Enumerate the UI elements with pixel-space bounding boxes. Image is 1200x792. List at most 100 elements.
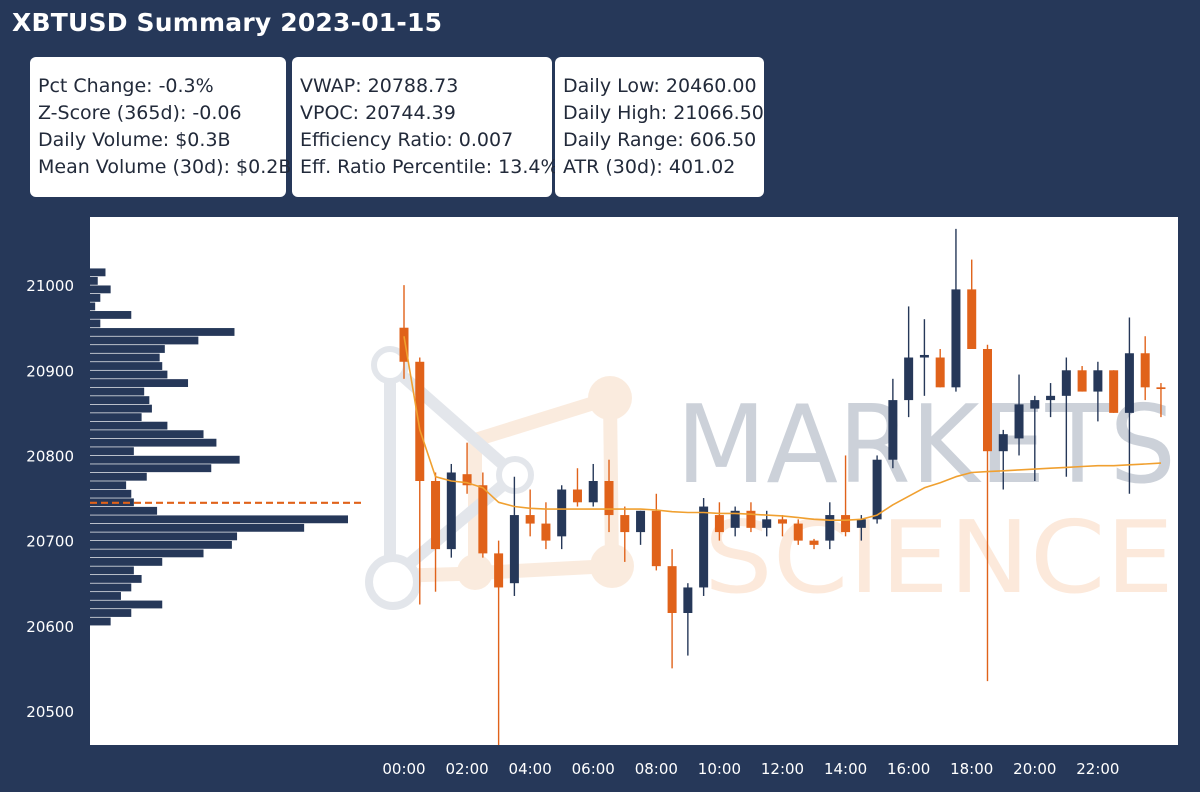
- y-tick-label: 20900: [26, 362, 74, 380]
- candlestick: [651, 493, 661, 571]
- candlestick: [667, 549, 677, 669]
- candlestick: [919, 319, 929, 396]
- stat-eff-ratio-percentile: Eff. Ratio Percentile: 13.4%: [300, 156, 559, 178]
- volume-profile-bar: [90, 557, 163, 566]
- candlestick: [888, 378, 898, 469]
- watermark-science: SCIENCE: [704, 499, 1174, 616]
- volume-profile-bar: [90, 404, 152, 413]
- volume-profile-bar: [90, 379, 189, 387]
- x-tick-label: 22:00: [1076, 760, 1119, 778]
- candlestick: [557, 485, 567, 550]
- candlestick: [525, 489, 535, 537]
- volume-profile-bar: [90, 268, 106, 277]
- x-tick-label: 08:00: [635, 760, 678, 778]
- volume-profile-bar: [90, 575, 142, 583]
- x-tick-label: 04:00: [509, 760, 552, 778]
- y-axis-ticks: 20500 20600 20700 20800 20900 21000: [26, 277, 74, 721]
- stat-daily-high: Daily High: 21066.50: [563, 102, 764, 124]
- volume-profile-bar: [90, 481, 127, 490]
- candlestick: [730, 506, 740, 537]
- volume-profile-bar: [90, 455, 240, 464]
- candlestick: [777, 515, 787, 537]
- y-tick-label: 20500: [26, 703, 74, 721]
- candlestick: [825, 502, 835, 550]
- x-tick-label: 06:00: [572, 760, 615, 778]
- volume-profile-bar: [90, 421, 168, 430]
- plot-background: [90, 217, 1178, 745]
- volume-profile-bar: [90, 293, 101, 302]
- candlestick: [620, 506, 630, 562]
- price-chart: MARKETS SCIENCE 20500 20600 20700 20800 2090…: [26, 217, 1178, 778]
- stat-daily-range: Daily Range: 606.50: [563, 129, 757, 151]
- chart-area: MARKETS SCIENCE 20500 20600 20700 20800 2090…: [0, 210, 1200, 788]
- candlestick: [636, 510, 646, 545]
- volume-profile-bar: [90, 549, 204, 558]
- volume-profile-bar: [90, 523, 305, 532]
- stats-box-vwap-vpoc: VWAP: 20788.73 VPOC: 20744.39 Efficiency…: [292, 57, 559, 197]
- candlestick: [1109, 370, 1119, 413]
- volume-profile-bar: [90, 387, 145, 396]
- volume-profile-bar: [90, 472, 147, 481]
- volume-profile-bar: [90, 362, 163, 370]
- candlestick: [1046, 383, 1056, 418]
- y-tick-label: 20600: [26, 618, 74, 636]
- candlestick: [572, 468, 582, 507]
- volume-profile-bar: [90, 276, 98, 285]
- stats-box-change-volume: Pct Change: -0.3% Z-Score (365d): -0.06 …: [30, 57, 291, 197]
- candlestick: [793, 519, 803, 545]
- volume-profile-bar: [90, 430, 204, 439]
- y-tick-label: 20700: [26, 533, 74, 551]
- volume-profile-bar: [90, 319, 101, 328]
- watermark-markets: MARKETS: [676, 383, 1176, 508]
- volume-profile-bar: [90, 464, 212, 473]
- candlestick: [998, 429, 1008, 490]
- page-title: XBTUSD Summary 2023-01-15: [12, 8, 443, 37]
- vwap-polyline: [403, 336, 1162, 522]
- volume-profile-bar: [90, 328, 235, 336]
- stat-z-score: Z-Score (365d): -0.06: [38, 102, 242, 124]
- volume-profile-bar: [90, 489, 132, 498]
- candlestick: [1093, 361, 1103, 422]
- candlestick: [809, 538, 819, 550]
- candlestick: [714, 502, 724, 541]
- markets-science-logo-icon: [365, 346, 634, 610]
- x-tick-label: 02:00: [445, 760, 488, 778]
- candlestick: [935, 349, 945, 388]
- candlestick: [904, 306, 914, 418]
- volume-profile-bar: [90, 353, 160, 362]
- stat-vwap: VWAP: 20788.73: [300, 75, 459, 97]
- candlestick: [951, 228, 961, 392]
- candlestick: [982, 344, 992, 682]
- stats-box-range: Daily Low: 20460.00 Daily High: 21066.50…: [555, 57, 764, 197]
- x-tick-label: 14:00: [824, 760, 867, 778]
- volume-profile-bar: [90, 438, 217, 447]
- candlestick: [588, 463, 598, 507]
- candlestick: [841, 455, 851, 537]
- x-tick-label: 00:00: [382, 760, 425, 778]
- candlesticks: [399, 228, 1166, 745]
- stat-efficiency-ratio: Efficiency Ratio: 0.007: [300, 129, 514, 151]
- candlestick: [415, 357, 425, 605]
- stat-atr: ATR (30d): 401.02: [563, 156, 736, 178]
- volume-profile-bar: [90, 540, 232, 549]
- volume-profile-bar: [90, 617, 111, 626]
- stat-vpoc: VPOC: 20744.39: [300, 102, 456, 124]
- volume-profile-bar: [90, 566, 134, 575]
- volume-profile-bar: [90, 345, 165, 353]
- y-tick-label: 21000: [26, 277, 74, 295]
- volume-profile-bar: [90, 413, 142, 422]
- candlestick: [1030, 395, 1040, 481]
- candlestick: [604, 459, 614, 533]
- volume-profile-bar: [90, 532, 238, 541]
- candlestick: [1156, 383, 1166, 418]
- volume-profile-bar: [90, 592, 121, 600]
- volume-profile-bar: [90, 600, 163, 609]
- stat-pct-change: Pct Change: -0.3%: [38, 75, 214, 97]
- x-tick-label: 18:00: [950, 760, 993, 778]
- volume-profile-bar: [90, 396, 150, 405]
- candlestick: [1061, 357, 1071, 477]
- volume-profile-bar: [90, 311, 132, 319]
- candlestick: [494, 540, 504, 745]
- candlestick: [746, 502, 756, 533]
- candlestick: [872, 455, 882, 524]
